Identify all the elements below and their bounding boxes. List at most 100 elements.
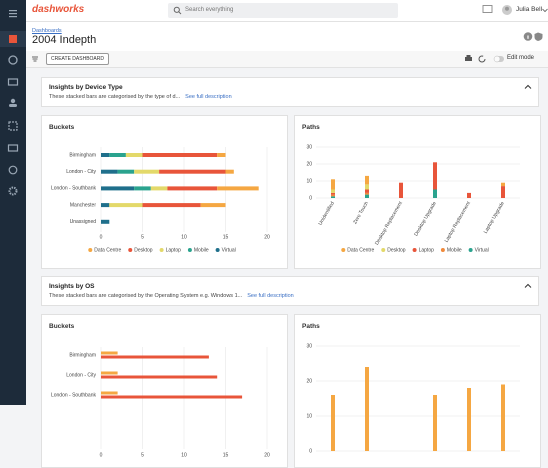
legend-label: Data Centre: [94, 247, 121, 253]
user-caret: [542, 8, 548, 13]
search-box[interactable]: Search everything: [168, 3, 398, 18]
filter-icon[interactable]: [31, 55, 39, 63]
bar-segment: [109, 203, 143, 208]
sidebar-icons: [0, 10, 26, 196]
chart-card: 0 10 20 30 Unidentified Zero Touch Desktop Rep…: [294, 115, 541, 269]
bar-segment: [331, 189, 335, 193]
bar-segment: [433, 395, 437, 451]
bar-segment: [101, 186, 135, 191]
nav-icon[interactable]: [8, 55, 18, 65]
legend-swatch: [88, 248, 93, 252]
x-tick-label: 20: [264, 234, 270, 240]
description-link[interactable]: See full description: [185, 94, 232, 100]
bar-segment: [134, 169, 160, 174]
bar: [101, 395, 243, 399]
legend-item: Data Centre: [341, 247, 374, 253]
chart-card: 0 10 20 30 Paths: [294, 314, 541, 468]
bar: [101, 351, 118, 355]
nav-icon[interactable]: [7, 78, 19, 86]
bar-segment: [331, 192, 335, 195]
bar-segment: [467, 388, 471, 451]
legend-swatch: [187, 248, 192, 252]
collapse-icon[interactable]: [524, 283, 532, 289]
legend-swatch: [381, 248, 386, 252]
nav-icon[interactable]: [8, 121, 18, 131]
bar-segment: [101, 219, 110, 224]
menu-icon[interactable]: [9, 10, 17, 12]
section-title: Insights by OS: [49, 283, 95, 290]
x-tick-label: Desktop Replacement: [374, 200, 404, 246]
x-tick-label: 0: [100, 452, 103, 458]
x-tick-label: Laptop Upgrade: [483, 200, 506, 234]
y-tick-label: Manchester: [70, 202, 96, 208]
breadcrumb[interactable]: Dashboards: [32, 28, 62, 34]
description-text: These stacked bars are categorised by th…: [49, 94, 181, 100]
caret: [524, 84, 532, 89]
legend-item: Desktop: [128, 247, 153, 253]
legend-swatch: [128, 248, 133, 252]
print-icon[interactable]: [465, 57, 472, 61]
bar-segment: [501, 186, 505, 198]
menu-icon: [9, 16, 17, 18]
bar-segment: [142, 153, 218, 157]
section-header: Insights by Device Type These stacked bar…: [41, 77, 539, 107]
x-tick-label: 20: [264, 452, 270, 458]
x-tick-label: 10: [181, 452, 187, 458]
bar-segment: [501, 384, 505, 451]
section-description: These stacked bars are categorised by th…: [49, 293, 294, 299]
legend-label: Desktop: [387, 247, 406, 253]
chart: 0 10 20 30: [306, 343, 520, 454]
x-tick-label: 10: [181, 234, 187, 240]
share-icon[interactable]: [534, 32, 543, 42]
search-icon: [173, 6, 182, 15]
y-tick-label: 20: [306, 378, 312, 384]
y-tick-label: 0: [309, 448, 312, 454]
bar-segment: [365, 192, 369, 195]
logo[interactable]: dashworks: [32, 4, 85, 15]
bar: [101, 355, 209, 359]
bar-segment: [200, 203, 226, 208]
x-tick-label: 5: [141, 452, 144, 458]
description-text: These stacked bars are categorised by th…: [49, 293, 243, 299]
refresh-icon[interactable]: [478, 55, 486, 63]
x-tick-label: Unidentified: [317, 200, 336, 226]
user-name[interactable]: Julia Bell: [516, 6, 543, 13]
chart: 0 5 10 15 20 Birmingham London - City London - …: [51, 147, 270, 253]
x-tick-label: 15: [223, 234, 229, 240]
legend-swatch: [412, 248, 417, 252]
sidebar: [0, 0, 26, 405]
legend-label: Virtual: [222, 247, 236, 253]
settings-icon[interactable]: [8, 186, 18, 196]
bar-segment: [101, 169, 118, 174]
chat-icon[interactable]: [482, 4, 494, 16]
create-dashboard-button[interactable]: CREATE DASHBOARD: [46, 53, 109, 65]
bar-segment: [365, 367, 369, 451]
legend-swatch: [159, 248, 164, 252]
y-tick-label: 10: [306, 413, 312, 419]
legend-label: Desktop: [134, 247, 153, 253]
chart: 0 10 20 30 Unidentified Zero Touch Desktop Rep…: [306, 144, 520, 253]
y-tick-label: London - Southbank: [51, 392, 97, 398]
collapse-icon[interactable]: [524, 84, 532, 90]
x-tick-label: Laptop Replacement: [444, 200, 473, 243]
legend-label: Laptop: [419, 247, 435, 253]
y-tick-label: Birmingham: [69, 352, 96, 358]
bar-segment: [331, 179, 335, 190]
y-tick-label: Birmingham: [69, 152, 96, 158]
nav-icon[interactable]: [10, 98, 16, 104]
legend-label: Mobile: [194, 247, 209, 253]
legend-item: Laptop: [412, 247, 435, 253]
avatar[interactable]: [501, 4, 513, 16]
bar-segment: [433, 189, 437, 198]
chart-card: 0 5 10 15 20 Birmingham London - City London - …: [41, 314, 288, 468]
y-tick-label: Unassigned: [70, 219, 97, 225]
description-link[interactable]: See full description: [247, 293, 294, 299]
nav-icon[interactable]: [7, 144, 19, 152]
dashboard-icon[interactable]: [9, 35, 17, 43]
nav-icon[interactable]: [8, 165, 18, 175]
menu-icon: [9, 13, 17, 15]
page-header: Dashboards 2004 Indepth: [26, 22, 548, 51]
y-tick-label: 30: [306, 343, 312, 349]
nav-icon: [9, 104, 17, 107]
y-tick-label: 20: [306, 161, 312, 167]
